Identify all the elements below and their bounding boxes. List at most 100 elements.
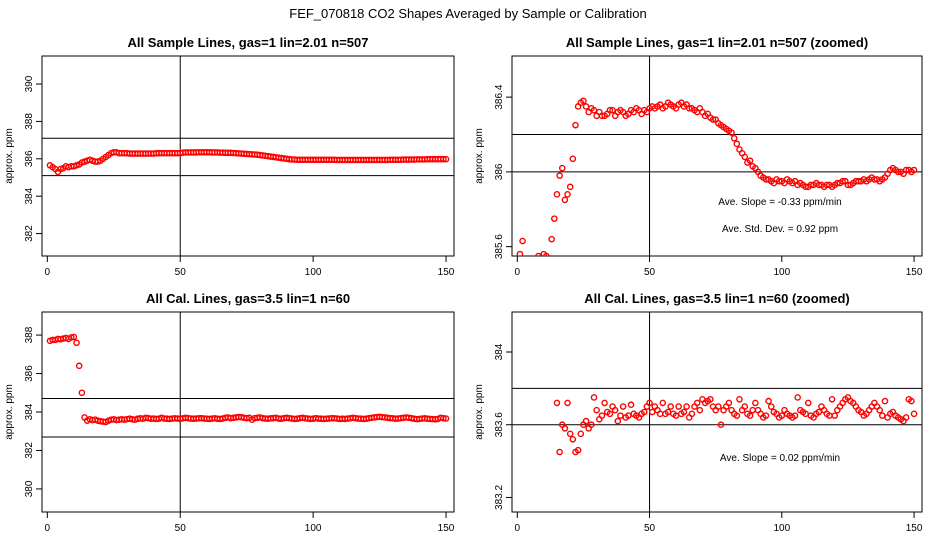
data-point: [749, 406, 757, 414]
data-point: [910, 410, 918, 418]
data-point: [696, 406, 704, 414]
x-tick-label: 0: [45, 523, 51, 534]
data-point: [707, 395, 714, 403]
data-point: [611, 406, 619, 414]
data-series: [553, 394, 918, 456]
data-point: [736, 395, 743, 403]
chart-title: All Sample Lines, gas=1 lin=2.01 n=507: [128, 35, 369, 50]
data-point: [688, 410, 696, 418]
data-series: [516, 97, 918, 271]
data-point: [614, 417, 622, 425]
y-tick-label: 390: [24, 75, 35, 92]
y-axis-label: approx. ppm: [474, 384, 485, 440]
data-point: [831, 412, 839, 419]
data-point: [733, 412, 741, 419]
data-point: [648, 408, 656, 416]
data-point: [546, 257, 551, 262]
data-point: [577, 430, 585, 438]
chart-title: All Cal. Lines, gas=3.5 lin=1 n=60: [146, 291, 350, 306]
plot-frame: [41, 55, 455, 257]
data-series: [46, 148, 450, 176]
chart-panel-4: All Cal. Lines, gas=3.5 lin=1 n=60 (zoom…: [474, 291, 923, 534]
data-point: [556, 448, 563, 456]
data-point: [791, 412, 799, 419]
y-tick-label: 382: [24, 442, 35, 459]
y-tick-label: 386: [24, 150, 35, 167]
panels-group: All Sample Lines, gas=1 lin=2.01 n=507 0 5…: [4, 35, 923, 534]
data-point: [528, 266, 533, 271]
data-point: [543, 252, 550, 256]
data-point: [540, 250, 548, 256]
y-tick-label: 386: [494, 163, 505, 180]
x-tick-label: 100: [773, 523, 790, 534]
y-tick-label: 384: [24, 403, 35, 420]
x-tick-label: 100: [305, 267, 322, 278]
x-tick-label: 100: [305, 523, 322, 534]
data-point: [533, 259, 538, 264]
data-point: [717, 421, 725, 429]
data-point: [572, 121, 579, 129]
data-point: [767, 403, 775, 410]
y-tick-label: 388: [24, 326, 35, 343]
plot-frame: [511, 311, 923, 513]
data-point: [525, 263, 530, 268]
data-point: [590, 394, 598, 401]
data-point: [561, 425, 569, 432]
y-tick-label: 384: [494, 343, 505, 360]
data-point: [531, 263, 536, 268]
data-point: [564, 399, 571, 407]
data-point: [580, 97, 587, 105]
data-point: [606, 410, 614, 418]
data-point: [640, 408, 648, 416]
data-point: [741, 153, 749, 161]
annotation-text: Ave. Std. Dev. = 0.92 ppm: [722, 224, 838, 235]
x-tick-label: 0: [515, 267, 521, 278]
data-point: [582, 103, 590, 110]
y-tick-label: 384: [24, 187, 35, 204]
data-point: [553, 399, 561, 407]
data-point: [675, 403, 682, 410]
x-tick-label: 150: [906, 523, 923, 534]
data-point: [519, 237, 526, 245]
plot-frame: [511, 55, 923, 257]
data-point: [876, 406, 883, 414]
data-point: [558, 164, 566, 172]
data-point: [746, 412, 754, 419]
data-point: [908, 397, 915, 405]
data-point: [73, 339, 80, 347]
data-point: [741, 403, 749, 410]
data-point: [762, 412, 770, 419]
data-point: [553, 191, 561, 198]
data-point: [566, 430, 574, 438]
data-point: [728, 129, 735, 136]
data-point: [627, 401, 635, 409]
data-point: [67, 334, 75, 341]
x-tick-label: 150: [438, 267, 455, 278]
plot-frame: [41, 311, 455, 513]
data-point: [548, 235, 555, 243]
data-point: [574, 446, 582, 454]
data-point: [667, 403, 675, 410]
x-tick-label: 0: [45, 267, 51, 278]
data-point: [794, 394, 801, 401]
data-point: [561, 196, 569, 204]
data-point: [879, 412, 886, 419]
data-point: [619, 403, 627, 410]
data-point: [551, 215, 558, 222]
data-point: [440, 414, 447, 422]
data-point: [582, 417, 590, 425]
data-point: [839, 177, 846, 185]
y-tick-label: 380: [24, 480, 35, 497]
data-point: [804, 399, 812, 407]
x-tick-label: 150: [906, 267, 923, 278]
x-tick-label: 150: [438, 523, 455, 534]
data-point: [646, 399, 653, 407]
chart-title: All Sample Lines, gas=1 lin=2.01 n=507 (…: [566, 35, 868, 50]
data-point: [440, 155, 447, 163]
annotation-text: Ave. Slope = -0.33 ppm/min: [718, 197, 842, 208]
data-point: [523, 263, 528, 268]
chart-title: All Cal. Lines, gas=3.5 lin=1 n=60 (zoom…: [584, 291, 850, 306]
y-tick-label: 386.4: [494, 84, 505, 109]
figure-title: FEF_070818 CO2 Shapes Averaged by Sample…: [289, 6, 646, 21]
x-tick-label: 100: [773, 267, 790, 278]
